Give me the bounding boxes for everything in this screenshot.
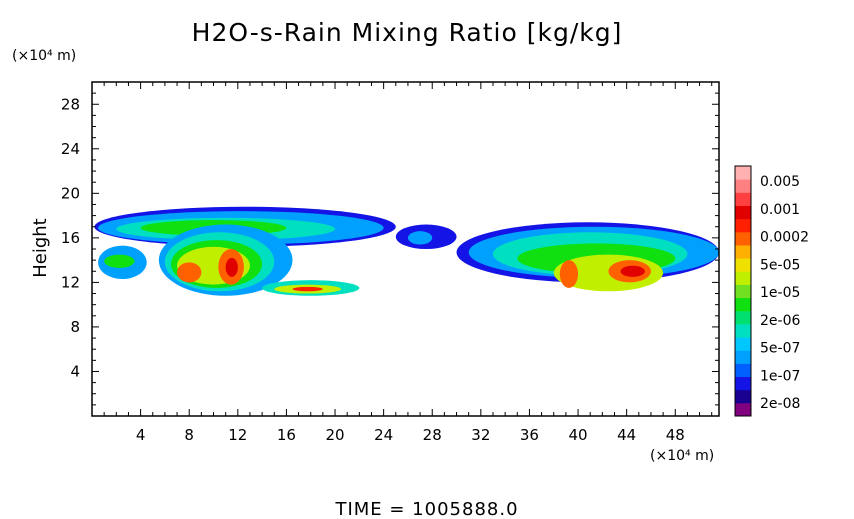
colorbar-swatch <box>735 231 751 246</box>
contour-region-12 <box>225 257 238 277</box>
x-tick-label: 32 <box>471 426 490 444</box>
x-axis: 4 8 12 16 20 24 28 32 36 40 44 48 <box>103 82 713 444</box>
colorbar-label: 1e-05 <box>760 285 800 301</box>
y-tick-label: 20 <box>61 184 80 202</box>
contour-region-15 <box>292 286 323 292</box>
colorbar-swatch <box>735 350 751 364</box>
y-tick-label: 12 <box>61 273 80 291</box>
y-axis-label: Height <box>30 218 51 278</box>
colorbar-swatch <box>735 192 751 206</box>
contour-region-25 <box>620 265 645 277</box>
y-axis: 4 8 12 16 20 24 28 <box>61 92 719 406</box>
y-tick-label: 8 <box>70 318 80 336</box>
colorbar-swatch <box>735 376 751 391</box>
colorbar-label: 5e-05 <box>760 257 800 273</box>
colorbar-label: 1e-07 <box>760 368 800 384</box>
chart-title: H2O-s-Rain Mixing Ratio [kg/kg] <box>192 18 623 47</box>
x-tick-label: 16 <box>277 426 296 444</box>
colorbar: 0.005 0.001 0.0002 5e-05 1e-05 2e-06 5e-07 1e-0… <box>734 165 809 417</box>
colorbar-swatch <box>735 271 751 285</box>
colorbar-label: 0.001 <box>760 202 800 218</box>
colorbar-swatch <box>735 244 751 259</box>
x-tick-label: 4 <box>136 426 146 444</box>
x-tick-label: 44 <box>617 426 636 444</box>
x-tick-label: 36 <box>520 426 539 444</box>
contour-region-17 <box>407 231 433 245</box>
y-tick-label: 24 <box>61 140 80 158</box>
y-axis-unit: (×10⁴ m) <box>12 48 76 64</box>
contour-region-23 <box>559 260 579 288</box>
colorbar-swatch <box>735 218 751 233</box>
colorbar-label: 2e-08 <box>760 396 800 412</box>
colorbar-frame <box>734 165 752 417</box>
x-tick-label: 12 <box>228 426 247 444</box>
contour-region-5 <box>104 254 135 268</box>
colorbar-swatch <box>735 389 751 404</box>
colorbar-swatch <box>735 310 751 325</box>
colorbar-label: 0.005 <box>760 174 800 190</box>
colorbar-swatch <box>735 402 751 417</box>
colorbar-swatch <box>735 179 751 193</box>
colorbar-label: 2e-06 <box>760 313 800 329</box>
x-tick-label: 20 <box>325 426 344 444</box>
colorbar-swatch <box>735 205 751 220</box>
x-tick-label: 24 <box>374 426 393 444</box>
x-axis-unit: (×10⁴ m) <box>650 448 714 464</box>
colorbar-swatch <box>735 166 751 180</box>
x-tick-label: 40 <box>568 426 587 444</box>
colorbar-swatch <box>735 337 751 351</box>
x-tick-label: 8 <box>184 426 194 444</box>
x-tick-label: 48 <box>666 426 685 444</box>
y-tick-label: 4 <box>70 362 80 380</box>
colorbar-swatch <box>735 284 751 299</box>
y-tick-label: 28 <box>61 95 80 113</box>
colorbar-label: 0.0002 <box>760 230 809 246</box>
colorbar-swatch <box>735 363 751 378</box>
colorbar-swatch <box>735 297 751 312</box>
colorbar-label: 5e-07 <box>760 341 800 357</box>
colorbar-swatch <box>735 258 751 272</box>
contour-region-10 <box>177 262 202 283</box>
colorbar-swatch <box>735 323 751 338</box>
time-footer: TIME = 1005888.0 <box>334 499 518 519</box>
x-tick-label: 28 <box>423 426 442 444</box>
y-tick-label: 16 <box>61 229 80 247</box>
contour-fill-group <box>94 206 719 296</box>
